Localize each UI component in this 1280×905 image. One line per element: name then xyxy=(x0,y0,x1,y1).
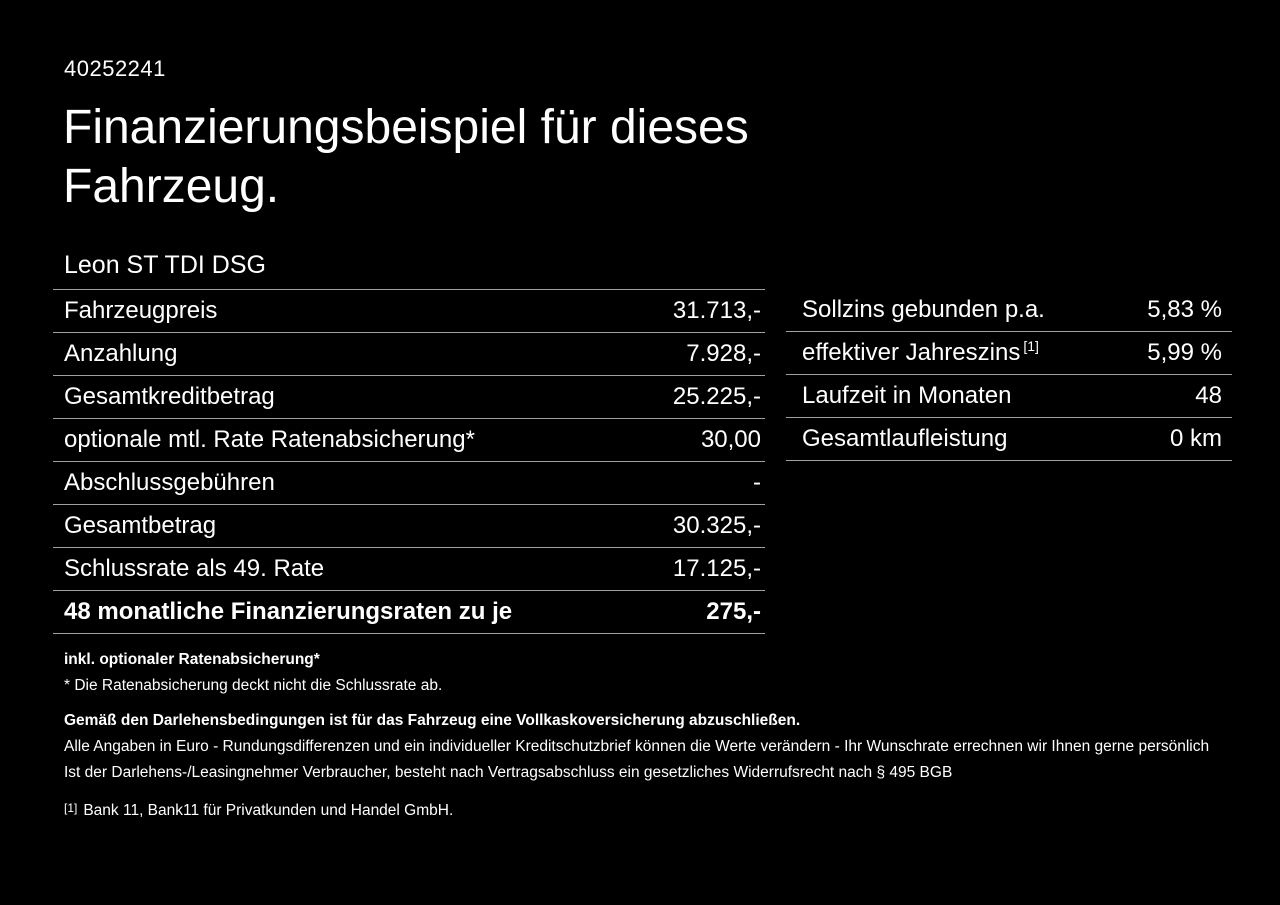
table-row-gesamtbetrag: Gesamtbetrag 30.325,- xyxy=(53,504,765,547)
table-row-gesamtkreditbetrag: Gesamtkreditbetrag 25.225,- xyxy=(53,375,765,418)
row-value: 48 xyxy=(1195,382,1222,409)
row-label: 48 monatliche Finanzierungsraten zu je xyxy=(64,598,513,625)
row-label: Gesamtkreditbetrag xyxy=(64,383,275,410)
row-label: Sollzins gebunden p.a. xyxy=(802,296,1045,323)
row-value: 5,99 % xyxy=(1147,339,1222,366)
bank-ref-text: Bank 11, Bank11 für Privatkunden und Han… xyxy=(83,802,454,819)
footnotes: inkl. optionaler Ratenabsicherung* * Die… xyxy=(64,647,1234,824)
row-label: Fahrzeugpreis xyxy=(64,297,218,324)
footnote-rate-insurance-title: inkl. optionaler Ratenabsicherung* xyxy=(64,651,320,668)
table-row-laufzeit: Laufzeit in Monaten 48 xyxy=(786,375,1232,418)
footnote-euro-note: Alle Angaben in Euro - Rundungsdifferenz… xyxy=(64,738,1210,755)
table-row-anzahlung: Anzahlung 7.928,- xyxy=(53,332,765,375)
row-label: Abschlussgebühren xyxy=(64,469,275,496)
row-label: Anzahlung xyxy=(64,340,178,367)
table-row-abschlussgebuehren: Abschlussgebühren - xyxy=(53,461,765,504)
footnote-kasko-note: Gemäß den Darlehensbedingungen ist für d… xyxy=(64,712,801,729)
row-value: 0 km xyxy=(1169,425,1222,452)
footnote-rate-insurance-note: * Die Ratenabsicherung deckt nicht die S… xyxy=(64,677,443,694)
row-value: 17.125,- xyxy=(672,555,761,582)
row-value: 31.713,- xyxy=(672,297,761,324)
table-row-effektiver-jahreszins: effektiver Jahreszins [1] 5,99 % xyxy=(786,332,1232,375)
row-value: 5,83 % xyxy=(1147,296,1222,323)
row-label: Schlussrate als 49. Rate xyxy=(64,555,325,582)
row-value: 30.325,- xyxy=(672,512,761,539)
offer-id: 40252241 xyxy=(64,56,166,81)
row-value: 275,- xyxy=(706,598,761,625)
row-label: Laufzeit in Monaten xyxy=(802,382,1012,409)
footnote-bank-ref: [1] Bank 11, Bank11 für Privatkunden und … xyxy=(64,795,1234,824)
page-title-line1: Finanzierungsbeispiel für dieses xyxy=(63,101,749,154)
table-row-monatsrate: 48 monatliche Finanzierungsraten zu je 2… xyxy=(53,590,765,633)
row-value: - xyxy=(753,469,761,496)
row-label: optionale mtl. Rate Ratenabsicherung* xyxy=(64,426,475,453)
table-row-sollzins: Sollzins gebunden p.a. 5,83 % xyxy=(786,289,1232,332)
row-value: 7.928,- xyxy=(686,340,761,367)
row-label: effektiver Jahreszins [1] xyxy=(802,338,1039,366)
footnote-ref-marker: [1] xyxy=(64,801,78,815)
page-title: Finanzierungsbeispiel für dieses Fahrzeu… xyxy=(63,98,749,216)
row-label: Gesamtbetrag xyxy=(64,512,217,539)
vehicle-model: Leon ST TDI DSG xyxy=(64,251,266,279)
table-row-fahrzeugpreis: Fahrzeugpreis 31.713,- xyxy=(53,289,765,332)
finance-table: Fahrzeugpreis 31.713,- Anzahlung 7.928,-… xyxy=(53,289,765,634)
row-label: Gesamtlaufleistung xyxy=(802,425,1008,452)
row-value: 25.225,- xyxy=(672,383,761,410)
table-row-gesamtlaufleistung: Gesamtlaufleistung 0 km xyxy=(786,418,1232,461)
conditions-table: Sollzins gebunden p.a. 5,83 % effektiver… xyxy=(786,289,1232,461)
table-row-schlussrate: Schlussrate als 49. Rate 17.125,- xyxy=(53,547,765,590)
table-row-ratenabsicherung: optionale mtl. Rate Ratenabsicherung* 30… xyxy=(53,418,765,461)
page-title-line2: Fahrzeug. xyxy=(63,160,280,213)
footnote-ref-marker: [1] xyxy=(1023,338,1039,354)
footnote-widerruf-note: Ist der Darlehens-/Leasingnehmer Verbrau… xyxy=(64,764,953,781)
row-value: 30,00 xyxy=(700,426,761,453)
